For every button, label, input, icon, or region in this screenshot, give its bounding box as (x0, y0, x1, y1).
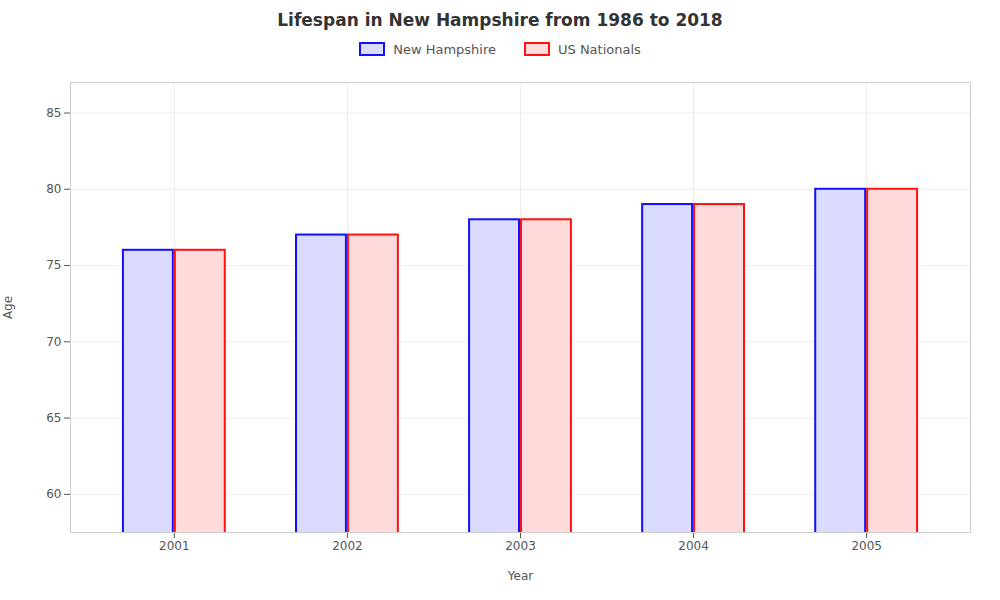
svg-text:75: 75 (46, 258, 61, 272)
svg-text:60: 60 (46, 487, 61, 501)
svg-text:65: 65 (46, 411, 61, 425)
html-text:New Hampshire: New Hampshire (393, 41, 496, 57)
svg-text:70: 70 (46, 335, 61, 349)
svg-text:Age: Age (1, 296, 15, 319)
svg-text:2002: 2002 (332, 539, 363, 553)
svg-text:85: 85 (46, 106, 61, 120)
html-text:US Nationals: US Nationals (558, 41, 641, 57)
svg-text:80: 80 (46, 182, 61, 196)
svg-text:2005: 2005 (851, 539, 882, 553)
svg-text:2003: 2003 (505, 539, 536, 553)
svg-text:Year: Year (507, 569, 533, 583)
html-text:Lifespan in New Hampshire from: Lifespan in New Hampshire from 1986 to 2… (277, 10, 723, 30)
svg-text:2001: 2001 (159, 539, 190, 553)
svg-text:2004: 2004 (678, 539, 709, 553)
